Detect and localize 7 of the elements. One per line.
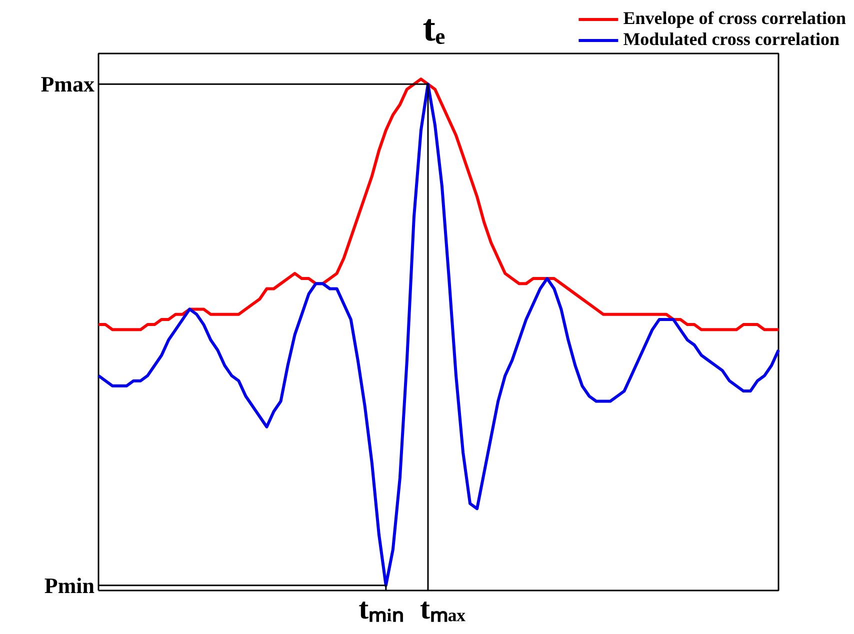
ref-line-label: Pmax bbox=[40, 72, 94, 97]
text: tₘₐₓ bbox=[420, 592, 466, 626]
text: tₑ bbox=[422, 8, 446, 50]
text: tₘᵢₙ bbox=[358, 592, 404, 626]
legend-label: Envelope of cross correlation bbox=[623, 8, 846, 29]
ref-line-label: Pmin bbox=[44, 572, 95, 598]
legend-label: Modulated cross correlation bbox=[623, 29, 840, 50]
